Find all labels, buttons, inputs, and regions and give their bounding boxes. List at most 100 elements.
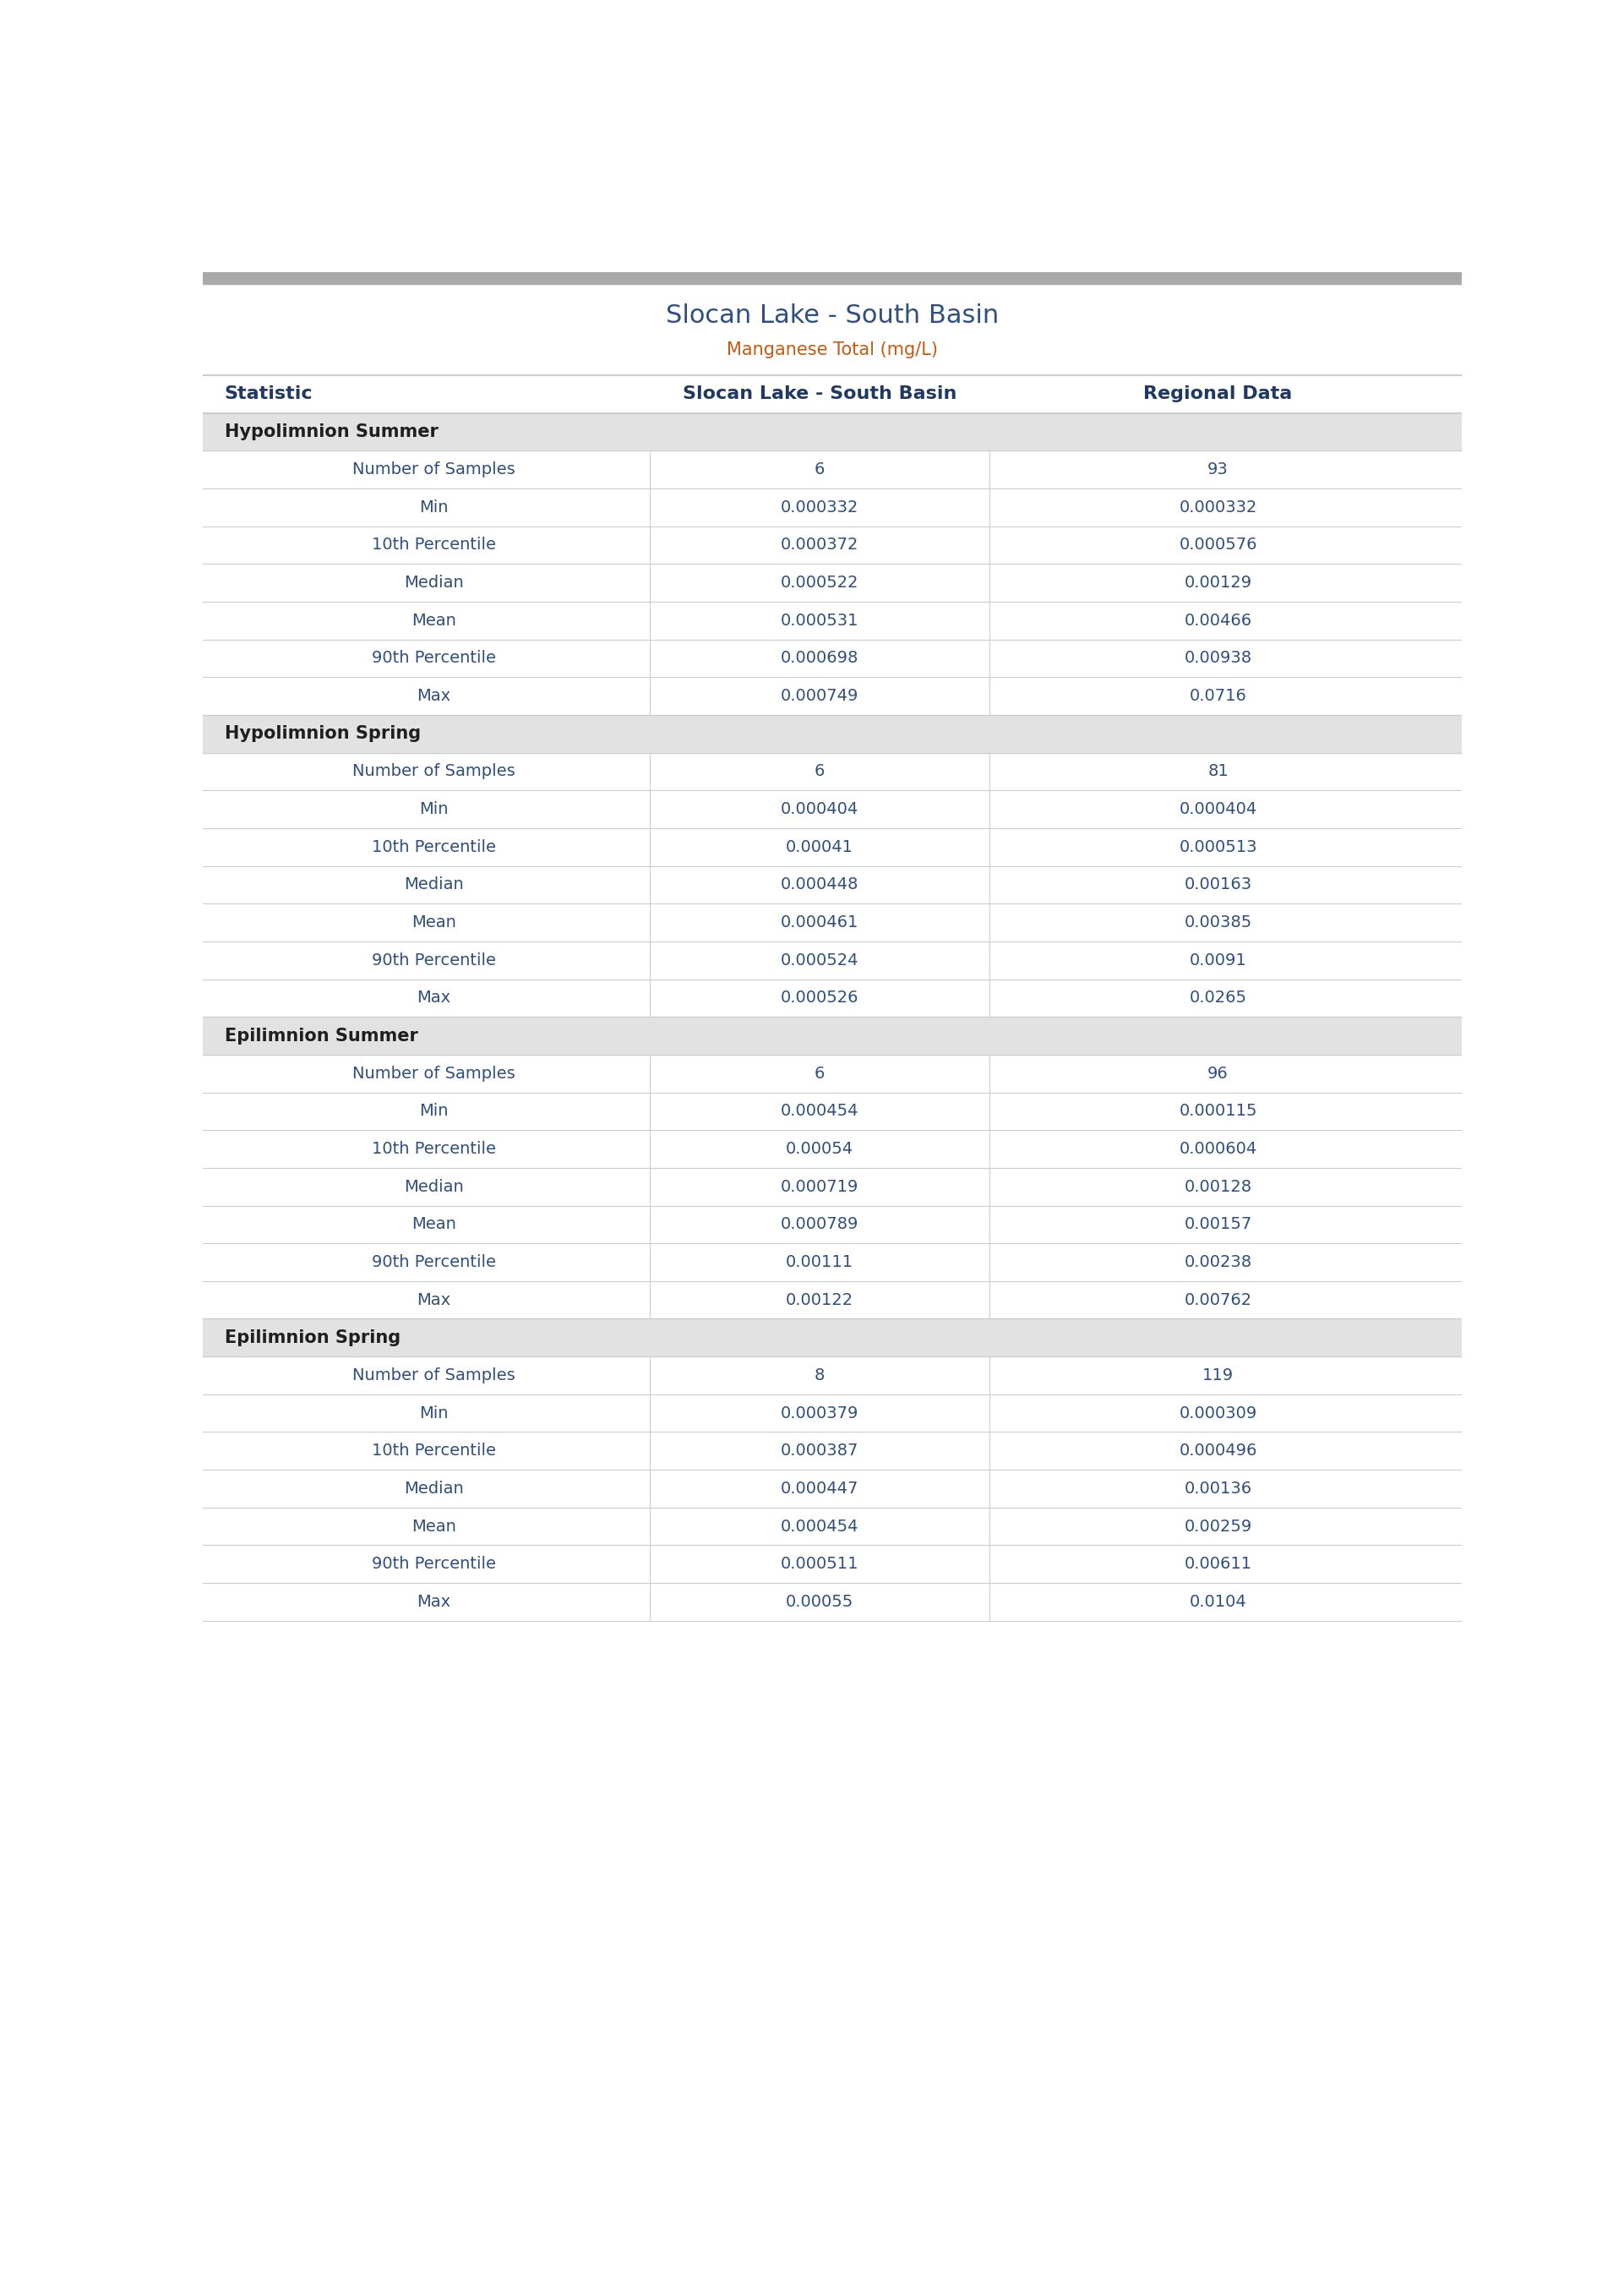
Text: Mean: Mean <box>411 915 456 931</box>
Bar <box>203 942 1462 978</box>
Text: 0.00041: 0.00041 <box>786 840 854 856</box>
Text: 0.00611: 0.00611 <box>1184 1557 1252 1573</box>
Text: 0.000115: 0.000115 <box>1179 1103 1257 1119</box>
Text: Max: Max <box>417 1594 451 1609</box>
Text: 0.000332: 0.000332 <box>781 499 859 515</box>
Text: 0.000526: 0.000526 <box>781 990 859 1006</box>
Text: 0.000524: 0.000524 <box>781 951 859 969</box>
Bar <box>203 488 1462 527</box>
Bar <box>203 715 1462 754</box>
Text: 0.000461: 0.000461 <box>781 915 859 931</box>
Text: 0.000522: 0.000522 <box>781 574 859 590</box>
Text: 0.000454: 0.000454 <box>781 1103 859 1119</box>
Text: Median: Median <box>404 1480 464 1496</box>
Bar <box>203 375 1462 413</box>
Text: 0.000309: 0.000309 <box>1179 1405 1257 1421</box>
Bar <box>203 1205 1462 1244</box>
Bar <box>203 1319 1462 1357</box>
Text: 0.000379: 0.000379 <box>781 1405 859 1421</box>
Text: 90th Percentile: 90th Percentile <box>372 1253 495 1271</box>
Text: 0.000332: 0.000332 <box>1179 499 1257 515</box>
Text: 0.000404: 0.000404 <box>1179 801 1257 817</box>
Text: 0.000789: 0.000789 <box>781 1217 859 1233</box>
Bar <box>203 1469 1462 1507</box>
Text: Epilimnion Summer: Epilimnion Summer <box>224 1028 417 1044</box>
Bar <box>203 284 1462 375</box>
Text: Statistic: Statistic <box>224 386 313 402</box>
Text: 10th Percentile: 10th Percentile <box>372 1444 495 1460</box>
Text: 93: 93 <box>1208 461 1228 477</box>
Bar <box>203 1017 1462 1056</box>
Bar <box>203 452 1462 488</box>
Bar <box>203 676 1462 715</box>
Bar <box>203 754 1462 790</box>
Text: Max: Max <box>417 1292 451 1308</box>
Text: Min: Min <box>419 1405 448 1421</box>
Bar <box>203 978 1462 1017</box>
Text: Mean: Mean <box>411 1217 456 1233</box>
Text: 6: 6 <box>815 763 825 779</box>
Text: Mean: Mean <box>411 1519 456 1535</box>
Text: Min: Min <box>419 801 448 817</box>
Text: 0.000749: 0.000749 <box>781 688 859 704</box>
Bar <box>203 1546 1462 1582</box>
Text: 10th Percentile: 10th Percentile <box>372 840 495 856</box>
Text: 0.000387: 0.000387 <box>781 1444 859 1460</box>
Text: 0.00163: 0.00163 <box>1184 876 1252 892</box>
Text: Median: Median <box>404 574 464 590</box>
Bar <box>203 1167 1462 1205</box>
Bar <box>203 865 1462 903</box>
Text: Median: Median <box>404 876 464 892</box>
Text: Hypolimnion Spring: Hypolimnion Spring <box>224 726 421 742</box>
Text: 6: 6 <box>815 1065 825 1081</box>
Text: 0.000447: 0.000447 <box>781 1480 859 1496</box>
Bar <box>203 790 1462 829</box>
Text: 0.0104: 0.0104 <box>1189 1594 1247 1609</box>
Text: 0.000496: 0.000496 <box>1179 1444 1257 1460</box>
Bar <box>203 1092 1462 1130</box>
Text: Mean: Mean <box>411 613 456 629</box>
Text: 90th Percentile: 90th Percentile <box>372 951 495 969</box>
Bar <box>203 272 1462 284</box>
Bar <box>203 1244 1462 1280</box>
Text: 0.00054: 0.00054 <box>786 1142 854 1158</box>
Text: 0.00238: 0.00238 <box>1184 1253 1252 1271</box>
Text: Number of Samples: Number of Samples <box>352 1367 515 1382</box>
Text: 0.000372: 0.000372 <box>781 538 859 554</box>
Bar <box>203 1507 1462 1546</box>
Text: Median: Median <box>404 1178 464 1194</box>
Text: Manganese Total (mg/L): Manganese Total (mg/L) <box>726 340 939 359</box>
Text: Slocan Lake - South Basin: Slocan Lake - South Basin <box>682 386 957 402</box>
Bar <box>203 640 1462 676</box>
Text: 0.000576: 0.000576 <box>1179 538 1257 554</box>
Text: 0.00136: 0.00136 <box>1184 1480 1252 1496</box>
Text: 10th Percentile: 10th Percentile <box>372 538 495 554</box>
Bar <box>203 1394 1462 1432</box>
Bar <box>203 829 1462 865</box>
Bar <box>203 1130 1462 1167</box>
Text: 0.000719: 0.000719 <box>781 1178 859 1194</box>
Text: 0.00385: 0.00385 <box>1184 915 1252 931</box>
Text: 0.00128: 0.00128 <box>1184 1178 1252 1194</box>
Text: Max: Max <box>417 990 451 1006</box>
Text: 96: 96 <box>1208 1065 1228 1081</box>
Text: 0.000513: 0.000513 <box>1179 840 1257 856</box>
Text: Min: Min <box>419 499 448 515</box>
Text: 0.000454: 0.000454 <box>781 1519 859 1535</box>
Text: 0.00157: 0.00157 <box>1184 1217 1252 1233</box>
Text: 0.00466: 0.00466 <box>1184 613 1252 629</box>
Text: Hypolimnion Summer: Hypolimnion Summer <box>224 424 438 440</box>
Text: 0.00122: 0.00122 <box>786 1292 854 1308</box>
Text: 0.0265: 0.0265 <box>1189 990 1247 1006</box>
Text: 0.000511: 0.000511 <box>781 1557 859 1573</box>
Text: 119: 119 <box>1202 1367 1234 1382</box>
Text: 0.00111: 0.00111 <box>786 1253 854 1271</box>
Text: Number of Samples: Number of Samples <box>352 1065 515 1081</box>
Text: Min: Min <box>419 1103 448 1119</box>
Text: 0.000448: 0.000448 <box>781 876 859 892</box>
Text: 0.00129: 0.00129 <box>1184 574 1252 590</box>
Bar <box>203 563 1462 602</box>
Text: 0.0091: 0.0091 <box>1189 951 1247 969</box>
Text: 0.00938: 0.00938 <box>1184 649 1252 667</box>
Text: Slocan Lake - South Basin: Slocan Lake - South Basin <box>666 304 999 329</box>
